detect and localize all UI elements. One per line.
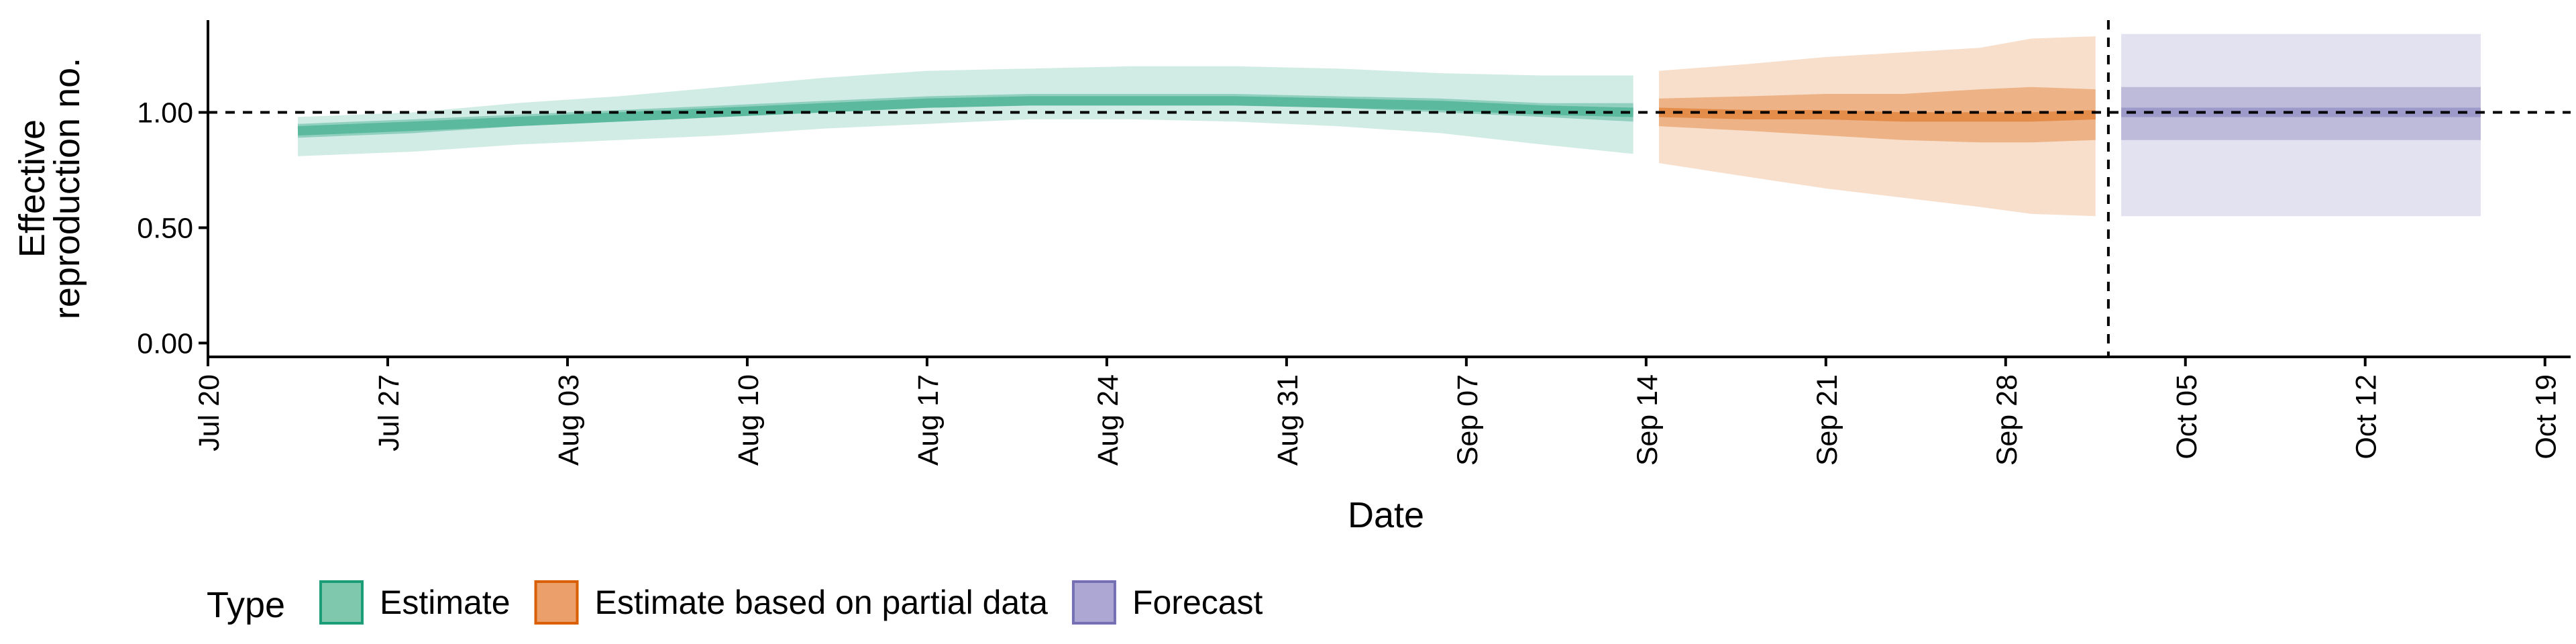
x-tick-label: Sep 14: [1631, 374, 1664, 466]
estimate-based-on-partial-data-median: [1658, 107, 2096, 122]
axes: [207, 20, 2571, 358]
x-tick-label: Aug 10: [733, 374, 765, 466]
estimate-based-on-partial-data-band-90: [1658, 36, 2096, 217]
x-tick-label: Jul 27: [373, 374, 405, 451]
legend-key-forecast: [1071, 580, 1116, 625]
x-tick-label: Sep 21: [1811, 374, 1843, 466]
x-tick-label: Sep 28: [1991, 374, 2023, 466]
legend-label-estimate: Estimate: [380, 584, 511, 621]
y-axis-title: Effectivereproduction no.: [12, 58, 87, 319]
y-axis-ticks: 0.00 0.50 1.00: [137, 97, 208, 360]
y-tick-label: 0.00: [137, 327, 193, 360]
y-tick-label: 0.50: [137, 212, 193, 244]
x-tick-label: Aug 24: [1092, 374, 1124, 466]
legend-title: Type: [207, 585, 285, 625]
x-tick-label: Sep 07: [1452, 374, 1484, 466]
y-axis-title-line: reproduction no.: [47, 58, 87, 319]
legend: Type Estimate Estimate based on partial d…: [207, 580, 1263, 625]
x-tick-label: Aug 17: [912, 374, 945, 466]
estimate-based-on-partial-data-band-50: [1658, 87, 2096, 143]
x-tick-label: Aug 31: [1272, 374, 1304, 466]
x-tick-label: Aug 03: [553, 374, 585, 466]
uncertainty-bands: [297, 34, 2481, 217]
y-tick-label: 1.00: [137, 97, 193, 129]
x-axis-ticks: Jul 20 Jul 27 Aug 03 Aug 10 Aug 17 Aug 24 Aug …: [193, 357, 2563, 466]
x-tick-label: Jul 20: [193, 374, 225, 451]
legend-label-estimate-based-on-partial-data: Estimate based on partial data: [595, 584, 1049, 621]
legend-key-estimate-based-on-partial-data: [534, 580, 579, 625]
x-tick-label: Oct 12: [2351, 374, 2383, 460]
estimate-band-50: [297, 94, 1633, 138]
x-tick-label: Oct 19: [2530, 374, 2563, 460]
reference-lines: [208, 20, 2571, 357]
x-tick-label: Oct 05: [2171, 374, 2203, 460]
y-axis-title-line: Effective: [12, 119, 52, 258]
x-axis-title: Date: [1348, 495, 1424, 535]
estimate-median: [297, 96, 1633, 136]
forecast-band-90: [2121, 34, 2481, 217]
legend-key-estimate: [319, 580, 364, 625]
legend-label-forecast: Forecast: [1132, 584, 1263, 621]
